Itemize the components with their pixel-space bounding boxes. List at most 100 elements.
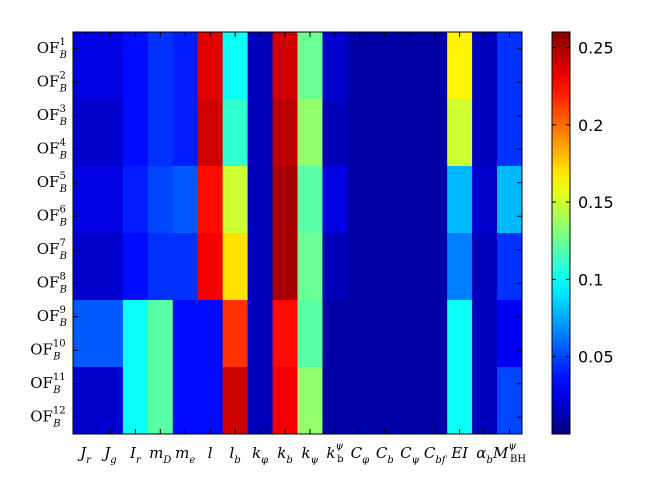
- heatmap-cell: [147, 400, 174, 435]
- heatmap-cell: [472, 99, 498, 133]
- heatmap-cell: [197, 400, 224, 435]
- heatmap-cell: [472, 166, 498, 200]
- heatmap-cell: [297, 400, 323, 435]
- heatmap-cell: [172, 233, 199, 267]
- heatmap-cell: [122, 266, 149, 301]
- heatmap-cell: [447, 400, 473, 435]
- colorbar-tick-label: 0.25: [578, 38, 614, 57]
- heatmap-cell: [122, 367, 149, 401]
- heatmap-cell: [122, 32, 149, 66]
- heatmap-cell: [322, 300, 348, 334]
- heatmap-cell: [272, 233, 298, 267]
- heatmap-cell: [322, 367, 348, 401]
- heatmap-cell: [322, 333, 348, 368]
- x-tick-label: l: [208, 444, 213, 462]
- heatmap-cell: [397, 367, 423, 401]
- heatmap-cell: [97, 300, 124, 334]
- heatmap-cell: [447, 233, 473, 267]
- heatmap-cell: [197, 65, 224, 100]
- heatmap-cell: [97, 99, 124, 133]
- heatmap-cell: [297, 266, 323, 301]
- heatmap-cell: [447, 132, 473, 167]
- x-tick-label: kψ b: [326, 441, 343, 465]
- heatmap-cell: [97, 199, 124, 234]
- x-tick-label: me: [175, 444, 195, 466]
- heatmap-cell: [147, 333, 174, 368]
- y-tick-label: OF2 B: [37, 70, 67, 94]
- heatmap-cell: [247, 32, 274, 66]
- heatmap-cell: [447, 166, 473, 200]
- colorbar-tick-label: 0.15: [578, 193, 614, 212]
- colorbar-tick-label: 0.2: [578, 116, 603, 135]
- heatmap-cell: [297, 166, 323, 200]
- x-tick-label: kφ: [252, 444, 268, 466]
- heatmap-cell: [172, 132, 199, 167]
- heatmap-cell: [147, 65, 174, 100]
- heatmap-cell: [472, 367, 498, 401]
- heatmap-cell: [397, 400, 423, 435]
- y-tick-label: OF7 B: [37, 238, 67, 262]
- colorbar: 0.05 0.1 0.15 0.2 0.25: [551, 31, 614, 435]
- heatmap-cell: [147, 132, 174, 167]
- heatmap-cell: [272, 166, 298, 200]
- heatmap-cell: [372, 300, 398, 334]
- heatmap-cell: [297, 132, 323, 167]
- heatmap-cell: [347, 199, 373, 234]
- heatmap-cell: [222, 367, 249, 401]
- plot-frame: [72, 31, 523, 435]
- heatmap-cell: [347, 266, 373, 301]
- heatmap-cell: [97, 132, 124, 167]
- heatmap-cell: [172, 166, 199, 200]
- y-tick-label: OF9 B: [37, 305, 67, 329]
- heatmap-cell: [372, 199, 398, 234]
- heatmap-cell: [347, 99, 373, 133]
- heatmap-cell: [297, 333, 323, 368]
- heatmap-cell: [322, 99, 348, 133]
- heatmap-cell: [372, 32, 398, 66]
- heatmap-cell: [422, 99, 448, 133]
- heatmap-cell: [347, 65, 373, 100]
- heatmap-cell: [322, 199, 348, 234]
- heatmap-cell: [247, 266, 274, 301]
- heatmap-cell: [122, 400, 149, 435]
- heatmap-cell: [147, 99, 174, 133]
- heatmap-cell: [472, 132, 498, 167]
- colorbar-gradient: [551, 31, 571, 435]
- heatmap-cell: [172, 367, 199, 401]
- heatmap-cell: [372, 132, 398, 167]
- heatmap-cell: [297, 65, 323, 100]
- y-tick-label: OF4 B: [37, 137, 67, 161]
- heatmap-cell: [122, 65, 149, 100]
- y-tick-label: OF10 B: [30, 338, 67, 362]
- heatmap-cell: [222, 166, 249, 200]
- heatmap-cell: [297, 99, 323, 133]
- heatmap-cell: [147, 233, 174, 267]
- heatmap-cell: [322, 65, 348, 100]
- y-tick-label: OF11 B: [30, 372, 67, 396]
- heatmap-cell: [472, 32, 498, 66]
- heatmap-cell: [447, 32, 473, 66]
- heatmap-cell: [347, 400, 373, 435]
- heatmap-cell: [122, 132, 149, 167]
- x-tick-label: Jg: [101, 444, 116, 466]
- heatmap-cell: [397, 99, 423, 133]
- heatmap-cell: [247, 400, 274, 435]
- heatmap-cell: [472, 300, 498, 334]
- x-tick-label: Cψ: [400, 444, 419, 466]
- heatmap-cell: [147, 300, 174, 334]
- y-tick-label: OF12 B: [30, 405, 67, 429]
- heatmap-cell: [197, 266, 224, 301]
- heatmap-cell: [322, 166, 348, 200]
- heatmap-cell: [447, 300, 473, 334]
- heatmap-cell: [472, 266, 498, 301]
- x-axis-tick-labels: Jr Jg Ir mD me l lb kφ kb kψ kψ b Cφ Cb Cψ Cbf EI αb Mψ BH: [77, 441, 526, 466]
- heatmap-cell: [272, 400, 298, 435]
- heatmap-cell: [172, 333, 199, 368]
- heatmap-cell: [397, 199, 423, 234]
- heatmap-cell: [347, 333, 373, 368]
- heatmap-cell: [397, 32, 423, 66]
- heatmap-cell: [322, 132, 348, 167]
- heatmap-cell: [147, 166, 174, 200]
- x-tick-label: αb: [476, 444, 493, 466]
